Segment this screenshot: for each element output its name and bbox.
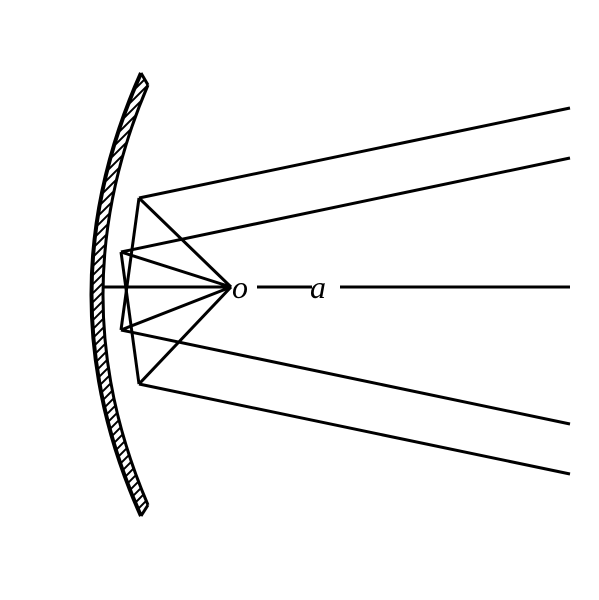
point-label-a: a <box>310 269 326 305</box>
concave-mirror-ray-diagram: oa <box>0 0 599 600</box>
point-label-o: o <box>232 269 248 305</box>
